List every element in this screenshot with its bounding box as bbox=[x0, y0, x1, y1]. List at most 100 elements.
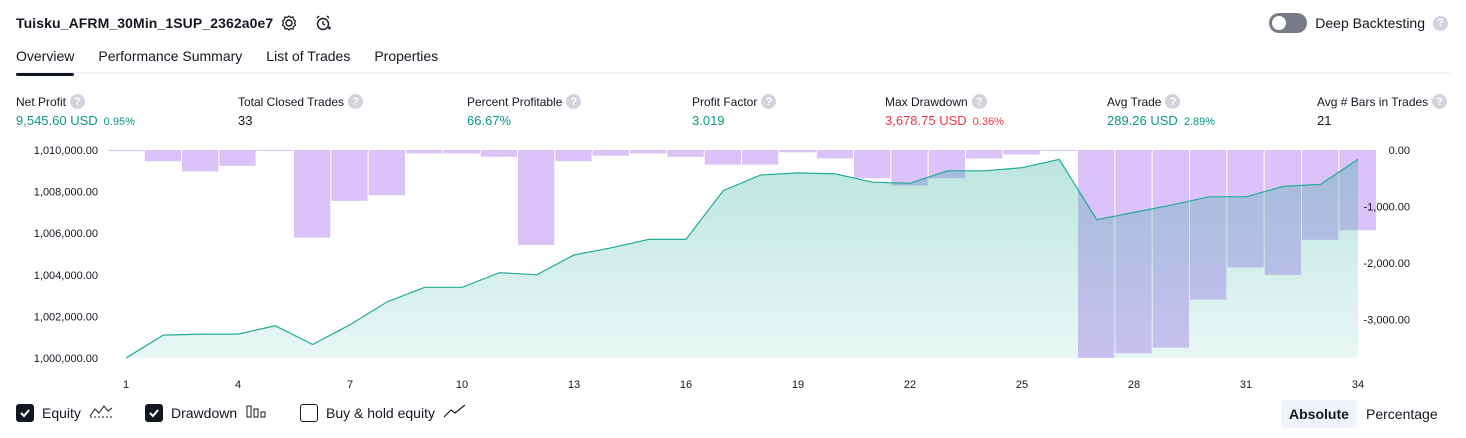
left-axis-tick: 1,004,000.00 bbox=[34, 270, 98, 282]
drawdown-bar bbox=[219, 150, 256, 166]
stat-percent: 2.89% bbox=[1183, 116, 1216, 128]
left-axis-tick: 1,008,000.00 bbox=[34, 187, 98, 199]
drawdown-bar bbox=[1003, 150, 1040, 155]
stat-profit-factor: Profit Factor? 3.019 bbox=[692, 94, 777, 128]
absolute-toggle[interactable]: Absolute bbox=[1281, 400, 1357, 428]
drawdown-checkbox[interactable] bbox=[145, 403, 163, 422]
drawdown-bar bbox=[966, 150, 1003, 159]
stat-net-profit: Net Profit? 9,545.60 USD 0.95% bbox=[16, 94, 135, 128]
legend-equity[interactable]: Equity bbox=[16, 403, 113, 422]
drawdown-bar bbox=[406, 150, 443, 154]
tab-list-of-trades[interactable]: List of Trades bbox=[266, 48, 351, 64]
right-axis-tick: -3,000.00 bbox=[1364, 314, 1410, 326]
tab-performance-summary[interactable]: Performance Summary bbox=[98, 48, 243, 64]
left-axis-tick: 1,000,000.00 bbox=[34, 353, 98, 365]
stat-label: Total Closed Trades bbox=[238, 94, 345, 109]
alarm-clock-plus-icon[interactable] bbox=[314, 14, 332, 32]
help-icon[interactable]: ? bbox=[971, 94, 987, 109]
x-axis-tick: 22 bbox=[904, 379, 916, 391]
stat-label: Max Drawdown bbox=[885, 94, 968, 109]
x-axis-tick: 10 bbox=[456, 379, 468, 391]
drawdown-bar bbox=[630, 150, 667, 154]
help-icon[interactable]: ? bbox=[761, 94, 777, 109]
stat-label: Avg # Bars in Trades bbox=[1317, 94, 1429, 109]
x-axis-tick: 34 bbox=[1352, 379, 1364, 391]
x-axis-tick: 28 bbox=[1128, 379, 1140, 391]
legend-label: Drawdown bbox=[171, 404, 238, 421]
drawdown-bar bbox=[555, 150, 592, 162]
drawdown-bar bbox=[182, 150, 219, 172]
right-axis-tick: 0.00 bbox=[1389, 145, 1410, 157]
stat-value: 3,678.75 USD bbox=[885, 113, 967, 128]
drawdown-bar bbox=[816, 150, 853, 159]
stat-value: 21 bbox=[1317, 113, 1332, 128]
legend-drawdown[interactable]: Drawdown bbox=[145, 403, 267, 422]
stat-total-closed-trades: Total Closed Trades? 33 bbox=[238, 94, 364, 128]
equity-checkbox[interactable] bbox=[16, 403, 34, 422]
drawdown-bar bbox=[854, 150, 891, 179]
x-axis-tick: 7 bbox=[347, 379, 353, 391]
tab-bar: Overview Performance Summary List of Tra… bbox=[16, 48, 1450, 76]
help-icon[interactable]: ? bbox=[348, 94, 364, 109]
left-axis-tick: 1,002,000.00 bbox=[34, 311, 98, 323]
help-icon[interactable]: ? bbox=[1433, 15, 1448, 31]
trend-line-icon bbox=[443, 403, 467, 422]
gear-icon[interactable] bbox=[280, 14, 298, 32]
line-chart-icon bbox=[89, 403, 113, 422]
drawdown-bar bbox=[294, 150, 331, 238]
drawdown-bar bbox=[518, 150, 555, 245]
tab-properties[interactable]: Properties bbox=[374, 48, 439, 64]
stat-percent-profitable: Percent Profitable? 66.67% bbox=[467, 94, 582, 128]
left-axis-tick: 1,010,000.00 bbox=[34, 145, 98, 157]
drawdown-bar bbox=[704, 150, 741, 165]
drawdown-bar bbox=[256, 150, 293, 151]
stat-value: 33 bbox=[238, 113, 253, 128]
stat-percent: 0.95% bbox=[103, 116, 135, 128]
legend-label: Buy & hold equity bbox=[326, 404, 435, 421]
stat-label: Net Profit bbox=[16, 94, 67, 109]
buy-hold-checkbox[interactable] bbox=[300, 403, 318, 422]
drawdown-bar bbox=[667, 150, 704, 157]
equity-line bbox=[125, 158, 1359, 359]
deep-backtesting-label: Deep Backtesting bbox=[1315, 15, 1425, 31]
legend-buy-hold-equity[interactable]: Buy & hold equity bbox=[300, 403, 467, 422]
stat-percent: 0.36% bbox=[972, 116, 1004, 128]
equity-drawdown-chart[interactable]: 1,000,000.00 1,002,000.00 1,004,000.00 1,00… bbox=[0, 138, 1466, 394]
x-axis-tick: 16 bbox=[680, 379, 692, 391]
right-axis-tick: -2,000.00 bbox=[1364, 258, 1410, 270]
percentage-toggle[interactable]: Percentage bbox=[1366, 406, 1438, 422]
tab-overview[interactable]: Overview bbox=[16, 48, 75, 76]
stat-avg-trade: Avg Trade? 289.26 USD 2.89% bbox=[1107, 94, 1215, 128]
x-axis-tick: 4 bbox=[235, 379, 241, 391]
strategy-title: Tuisku_AFRM_30Min_1SUP_2362a0e7 bbox=[16, 15, 274, 31]
x-axis-tick: 13 bbox=[568, 379, 580, 391]
drawdown-bar bbox=[480, 150, 517, 157]
stat-value: 3.019 bbox=[692, 113, 725, 128]
deep-backtesting-control: Deep Backtesting ? bbox=[1269, 13, 1448, 33]
help-icon[interactable]: ? bbox=[70, 94, 86, 109]
x-axis-tick: 19 bbox=[792, 379, 804, 391]
stat-max-drawdown: Max Drawdown? 3,678.75 USD 0.36% bbox=[885, 94, 1004, 128]
drawdown-bar bbox=[779, 150, 816, 153]
deep-backtesting-toggle[interactable] bbox=[1269, 13, 1308, 33]
help-icon[interactable]: ? bbox=[566, 94, 582, 109]
left-axis-tick: 1,006,000.00 bbox=[34, 228, 98, 240]
drawdown-bar bbox=[368, 150, 405, 196]
stat-label: Avg Trade bbox=[1107, 94, 1162, 109]
drawdown-bar bbox=[331, 150, 368, 201]
drawdown-bar bbox=[144, 150, 181, 162]
bar-chart-icon bbox=[245, 403, 267, 422]
drawdown-bar bbox=[108, 150, 144, 152]
x-axis-tick: 25 bbox=[1016, 379, 1028, 391]
drawdown-bar bbox=[1040, 150, 1077, 151]
stat-value: 66.67% bbox=[467, 113, 512, 128]
drawdown-bar bbox=[443, 150, 480, 154]
stat-label: Profit Factor bbox=[692, 94, 758, 109]
help-icon[interactable]: ? bbox=[1165, 94, 1181, 109]
help-icon[interactable]: ? bbox=[1432, 94, 1448, 109]
stat-value: 289.26 USD bbox=[1107, 113, 1178, 128]
x-axis-tick: 31 bbox=[1240, 379, 1252, 391]
drawdown-bar bbox=[592, 150, 629, 156]
stat-avg-bars-in-trades: Avg # Bars in Trades? 21 bbox=[1317, 94, 1448, 128]
stat-value: 9,545.60 USD bbox=[16, 113, 98, 128]
